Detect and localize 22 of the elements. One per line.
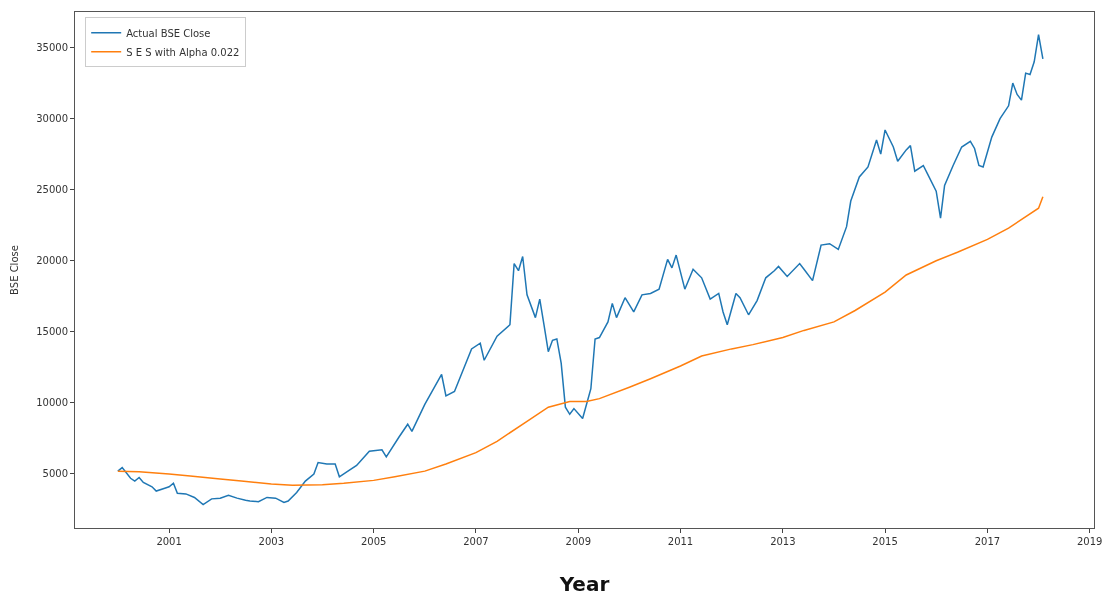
x-tick-label: 2015 [872, 536, 898, 547]
x-tick-label: 2007 [463, 536, 489, 547]
x-tick-label: 2001 [156, 536, 182, 547]
y-tick-label: 25000 [36, 184, 68, 196]
legend-label: S E S with Alpha 0.022 [126, 46, 240, 58]
x-tick-label: 2009 [565, 536, 591, 547]
y-tick-label: 30000 [36, 113, 68, 125]
y-tick-label: 20000 [36, 255, 68, 267]
x-tick-label: 2005 [360, 536, 387, 547]
x-tick-label: 2019 [1076, 536, 1103, 547]
y-tick-label: 5000 [42, 468, 68, 480]
y-axis-title: BSE Close [9, 245, 21, 295]
x-tick-label: 2011 [667, 536, 694, 547]
y-tick-label: 15000 [36, 326, 68, 338]
legend-label: Actual BSE Close [126, 27, 211, 39]
y-tick-label: 10000 [36, 397, 68, 409]
x-tick-label: 2003 [258, 536, 285, 547]
y-tick-label: 35000 [36, 42, 68, 54]
x-axis-title: Year [558, 571, 610, 596]
x-tick-label: 2013 [770, 536, 796, 547]
line-series [117, 196, 1044, 487]
x-tick-label: 2017 [974, 536, 1001, 547]
